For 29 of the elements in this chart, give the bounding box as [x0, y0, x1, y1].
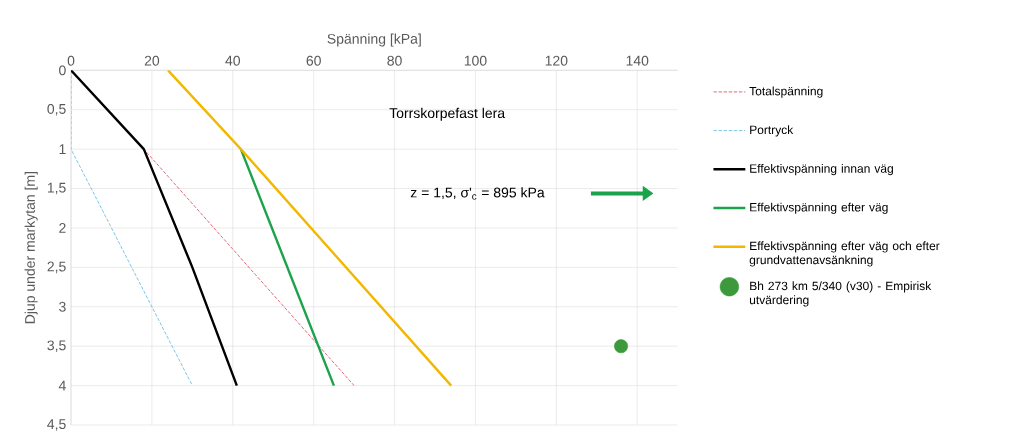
y-tick-label: 1,5 — [47, 182, 66, 195]
legend-label: Totalspänning — [749, 86, 823, 98]
legend-label: Effektivspänning innan väg — [750, 163, 893, 176]
y-tick-label: 0 — [59, 65, 66, 76]
legend-label: Effektivspänning efter väg och efter grundvattenavsänkning — [749, 241, 940, 267]
y-tick-label: 3 — [59, 301, 66, 312]
annotation: z = 1,5, σ'$_{c}$ = 895 kPa — [410, 187, 545, 200]
x-tick-label: 0 — [67, 55, 75, 66]
x-axis-title: Spänning [kPa] — [327, 33, 421, 47]
y-tick-label: 2 — [59, 223, 66, 233]
legend-label: Bh 273 km 5/340 (v30) - Empirisk utvärdering — [749, 281, 932, 307]
y-tick-label: 4,5 — [47, 419, 66, 431]
x-tick-label: 80 — [387, 55, 402, 66]
x-tick-label: 20 — [144, 55, 160, 66]
line-series — [71, 70, 239, 387]
x-tick-label: 40 — [225, 55, 241, 66]
y-tick-label: 1 — [59, 144, 66, 154]
y-tick-label: 2,5 — [47, 261, 66, 274]
x-tick-label: 100 — [464, 55, 487, 66]
y-tick-label: 4 — [58, 380, 66, 391]
x-tick-label: 120 — [545, 55, 568, 66]
y-tick-label: 3,5 — [47, 340, 66, 352]
annotation: Torrskorpefast lera — [389, 107, 506, 121]
legend-label: Portryck — [750, 125, 794, 137]
x-tick-label: 140 — [626, 55, 649, 66]
x-tick-label: 60 — [306, 55, 321, 66]
legend-label: Effektivspänning efter väg — [750, 202, 888, 214]
y-axis-title: Djup under markytan [m] — [24, 172, 38, 324]
y-tick-label: 0,5 — [47, 103, 66, 116]
